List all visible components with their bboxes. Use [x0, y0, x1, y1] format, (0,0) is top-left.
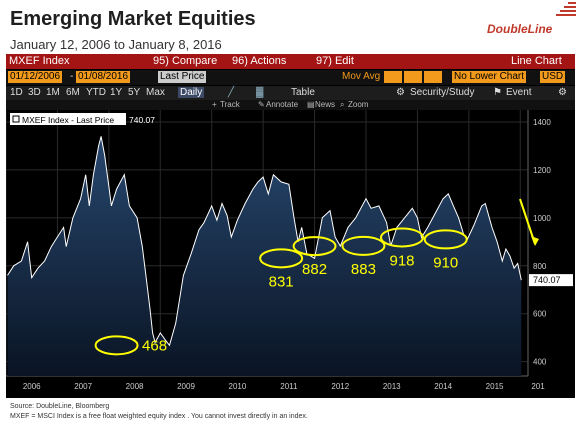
annotation-ellipse: [94, 335, 139, 356]
legend-value: 740.07: [129, 115, 155, 125]
settings-bar: 01/12/2006 - 01/08/2016 Last Price Mov A…: [6, 70, 575, 85]
mov-avg-box-3[interactable]: [424, 71, 442, 83]
last-price-box: [529, 274, 573, 287]
field-select[interactable]: Last Price: [158, 71, 207, 83]
track-button[interactable]: Track: [220, 100, 240, 109]
price-chart[interactable]: 400 600 800 1000 1200 1400 2006 2007 2008 2009 20…: [6, 54, 575, 398]
annotation-label: 883: [351, 261, 376, 278]
annotation-label: 468: [142, 337, 167, 354]
news-icon[interactable]: ▤: [307, 100, 315, 109]
x-tick-label: 2015: [486, 382, 504, 391]
event-icon[interactable]: ⚑: [493, 87, 502, 98]
y-tick-label: 800: [533, 262, 547, 271]
annotation-ellipse: [259, 248, 304, 269]
frequency-select[interactable]: Daily: [178, 87, 205, 98]
table-button[interactable]: Table: [291, 87, 315, 98]
period-6m[interactable]: 6M: [66, 87, 80, 98]
y-tick-label: 400: [533, 358, 547, 367]
period-3d[interactable]: 3D: [28, 87, 41, 98]
gear-icon[interactable]: ⚙: [558, 87, 567, 98]
index-note: MXEF = MSCI Index is a free float weight…: [10, 413, 308, 420]
annotation-label: 918: [389, 252, 414, 269]
edit-button[interactable]: 97) Edit: [316, 55, 354, 67]
x-tick-label: 2007: [74, 382, 92, 391]
y-tick-label: 600: [533, 310, 547, 319]
legend-box: [10, 113, 126, 125]
bloomberg-terminal: MXEF Index 95) Compare 96) Actions 97) E…: [6, 54, 575, 398]
line-chart-icon[interactable]: ╱: [228, 87, 235, 98]
period-5y[interactable]: 5Y: [128, 87, 141, 98]
annotation-ellipse: [292, 236, 337, 257]
period-1y[interactable]: 1Y: [110, 87, 123, 98]
end-date-input[interactable]: 01/08/2016: [76, 71, 131, 83]
legend-swatch: [12, 115, 20, 123]
bar-chart-icon[interactable]: ▓: [256, 87, 264, 98]
period-1d[interactable]: 1D: [10, 87, 23, 98]
x-tick-label: 2008: [126, 382, 144, 391]
annotation-label: 882: [302, 261, 327, 278]
period-bar: 1D 3D 1M 6M YTD 1Y 5Y Max Daily ╱ ▓ Tabl…: [6, 86, 575, 100]
currency-select[interactable]: USD: [540, 71, 566, 83]
zoom-button[interactable]: Zoom: [348, 100, 369, 109]
mov-avg-box-2[interactable]: [404, 71, 422, 83]
x-tick-label: 2012: [331, 382, 349, 391]
downtrend-arrow-head: [531, 236, 539, 246]
legend-label: MXEF Index - Last Price: [22, 115, 114, 125]
x-tick-label: 2014: [434, 382, 452, 391]
period-max[interactable]: Max: [146, 87, 165, 98]
mov-avg-box-1[interactable]: [384, 71, 402, 83]
zoom-icon[interactable]: ⌕: [340, 100, 345, 109]
x-tick-label: 2013: [383, 382, 401, 391]
annotation-ellipse: [423, 229, 468, 250]
compare-button[interactable]: 95) Compare: [153, 55, 218, 67]
lower-chart-select[interactable]: No Lower Chart: [452, 71, 527, 83]
news-button[interactable]: News: [315, 100, 336, 109]
chart-type-label: Line Chart: [511, 55, 562, 67]
annotation-label: 831: [269, 273, 294, 290]
start-date-input[interactable]: 01/12/2006: [8, 71, 63, 83]
period-1m[interactable]: 1M: [46, 87, 60, 98]
ticker-field[interactable]: MXEF Index: [9, 55, 70, 67]
page-title: Emerging Market Equities: [10, 8, 256, 30]
annotation-ellipse: [341, 235, 386, 256]
settings-icon[interactable]: ⚙: [396, 87, 405, 98]
x-tick-label: 2010: [229, 382, 247, 391]
price-line: [7, 136, 522, 347]
title-bar: MXEF Index 95) Compare 96) Actions 97) E…: [6, 54, 575, 69]
date-separator: -: [70, 71, 74, 82]
last-price-label: 740.07: [533, 275, 561, 285]
x-tick-label: 2009: [177, 382, 195, 391]
y-tick-label: 1000: [533, 214, 551, 223]
annotate-icon[interactable]: ✎: [258, 100, 265, 109]
x-tick-label: 201: [531, 382, 545, 391]
x-tick-label: 2006: [23, 382, 41, 391]
annotation-ellipse: [380, 227, 424, 248]
security-study-button[interactable]: Security/Study: [410, 87, 475, 98]
brand-logo-lines: [554, 2, 576, 20]
source-note: Source: DoubleLine, Bloomberg: [10, 403, 110, 410]
brand-logo: DoubleLine: [487, 22, 553, 36]
y-tick-label: 1200: [533, 166, 551, 175]
actions-button[interactable]: 96) Actions: [232, 55, 287, 67]
period-ytd[interactable]: YTD: [86, 87, 106, 98]
downtrend-arrow: [519, 198, 536, 245]
mov-avg-label: Mov Avg: [342, 71, 381, 82]
track-icon[interactable]: +: [212, 100, 217, 109]
price-area-fill: [7, 136, 522, 376]
annotation-label: 910: [433, 254, 458, 271]
page-subtitle: January 12, 2006 to January 8, 2016: [10, 37, 222, 52]
annotate-button[interactable]: Annotate: [266, 100, 299, 109]
event-button[interactable]: Event: [506, 87, 532, 98]
x-tick-label: 2011: [280, 382, 298, 391]
y-tick-label: 1400: [533, 118, 551, 127]
tools-bar: + Track ✎ Annotate ▤ News ⌕ Zoom: [6, 100, 575, 110]
